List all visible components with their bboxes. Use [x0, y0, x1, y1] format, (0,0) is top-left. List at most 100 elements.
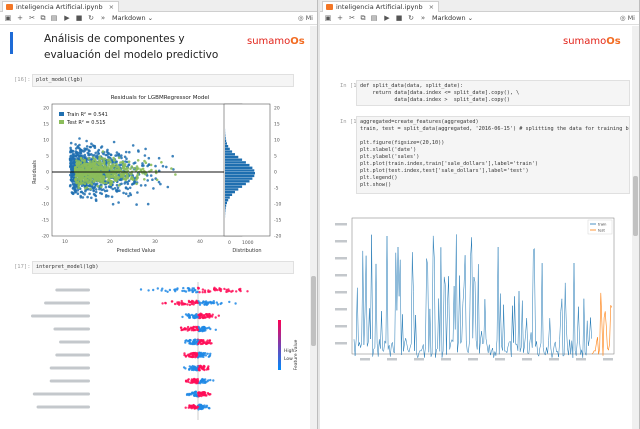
cell-type-select[interactable]: Markdown ⌄ [112, 13, 153, 23]
copy-icon[interactable]: ⧉ [40, 14, 46, 22]
restart-icon[interactable]: ↻ [408, 14, 414, 22]
copy-icon[interactable]: ⧉ [360, 14, 366, 22]
train-point [147, 163, 151, 166]
test-point [132, 167, 136, 170]
shap-point [152, 288, 155, 292]
test-point [91, 175, 95, 179]
test-point [125, 172, 128, 175]
shap-point [212, 379, 215, 382]
add-cell-icon[interactable]: + [17, 14, 23, 22]
shap-point [193, 315, 196, 318]
train-point [147, 156, 151, 160]
code-cell[interactable]: def split_data(data, split_date): return… [356, 80, 630, 106]
shap-point [202, 340, 205, 343]
close-icon[interactable]: × [108, 3, 115, 11]
code-cell[interactable]: plot_model(lgb) [32, 74, 294, 87]
residual-plot: Residuals for LGBMRegressor Model 20 20 15… [32, 95, 281, 254]
train-point [120, 156, 123, 160]
test-point [100, 175, 103, 178]
legend-test: test [598, 229, 605, 233]
shap-point [207, 379, 210, 382]
test-point [144, 172, 148, 175]
y-tick-blurred [335, 257, 347, 260]
test-point [107, 174, 111, 177]
test-point [106, 179, 109, 182]
shap-point [207, 341, 210, 344]
test-point [96, 165, 99, 169]
add-cell-icon[interactable]: + [337, 14, 343, 22]
shap-point [186, 340, 190, 343]
hist-bar [225, 207, 226, 210]
shap-point [207, 289, 210, 292]
y-tick-label-right: -15 [274, 218, 281, 224]
save-icon[interactable]: ▣ [324, 14, 332, 22]
kernel-status: ◎ Mi [298, 13, 313, 23]
stop-icon[interactable]: ■ [75, 14, 83, 22]
train-point [111, 187, 115, 191]
shap-point [198, 316, 201, 320]
train-point [112, 140, 116, 144]
shap-point [218, 287, 221, 290]
shap-point [166, 290, 169, 293]
cut-icon[interactable]: ✂ [29, 14, 35, 22]
paste-icon[interactable]: ▤ [370, 14, 378, 22]
y-tick-label-right: 0 [274, 170, 277, 176]
code-cell[interactable]: aggregated=create_features(aggregated) t… [356, 116, 630, 194]
restart-icon[interactable]: ↻ [88, 14, 94, 22]
scrollbar-thumb[interactable] [633, 176, 638, 236]
cut-icon[interactable]: ✂ [349, 14, 355, 22]
train-point [88, 192, 91, 196]
fast-forward-icon[interactable]: » [420, 14, 426, 22]
shap-point [195, 325, 199, 329]
shap-point [192, 366, 196, 369]
train-point [69, 183, 72, 187]
shap-point [187, 353, 190, 356]
run-icon[interactable]: ▶ [64, 14, 70, 22]
hist-bar [225, 136, 226, 140]
paste-icon[interactable]: ▤ [50, 14, 58, 22]
train-point [78, 149, 82, 153]
x-tick-blurred [603, 358, 613, 361]
notebook-tab[interactable]: inteligencia Artificial.ipynb × [322, 1, 440, 12]
test-point [115, 162, 118, 166]
shap-point [196, 380, 199, 383]
test-point [110, 181, 114, 184]
code-cell[interactable]: interpret_model(lgb) [32, 261, 294, 274]
train-point [95, 182, 99, 185]
stop-icon[interactable]: ■ [395, 14, 403, 22]
y-tick-label: 15 [43, 122, 49, 128]
residual-histogram [225, 128, 255, 218]
notebook-tab[interactable]: inteligencia Artificial.ipynb × [2, 1, 120, 12]
feature-name-blurred [32, 392, 90, 396]
train-point [72, 172, 75, 175]
train-point [116, 186, 120, 190]
train-point [113, 187, 117, 190]
train-point [128, 150, 131, 154]
close-icon[interactable]: × [428, 3, 435, 11]
shap-point [188, 405, 192, 408]
feature-name-blurred [30, 314, 91, 318]
shap-point [191, 405, 195, 408]
fast-forward-icon[interactable]: » [100, 14, 106, 22]
cell-type-select[interactable]: Markdown ⌄ [432, 13, 473, 23]
shap-point [223, 287, 226, 291]
y-tick-label-right: -20 [274, 234, 281, 240]
save-icon[interactable]: ▣ [4, 14, 12, 22]
code-text: plot_model(lgb) [36, 77, 83, 83]
run-icon[interactable]: ▶ [384, 14, 390, 22]
test-point [101, 179, 105, 182]
train-point [126, 187, 130, 191]
test-point [73, 166, 77, 169]
right-scrollbar[interactable] [632, 26, 639, 429]
shap-point [194, 328, 197, 332]
scrollbar-thumb[interactable] [311, 276, 316, 346]
feature-name-blurred [36, 405, 90, 409]
shap-point [194, 405, 197, 408]
legend-box [587, 219, 613, 235]
shap-point [202, 300, 205, 304]
train-point [94, 151, 97, 155]
left-scrollbar[interactable] [310, 26, 317, 429]
shap-point [214, 328, 217, 331]
shap-point [209, 342, 212, 345]
shap-point [190, 342, 193, 345]
